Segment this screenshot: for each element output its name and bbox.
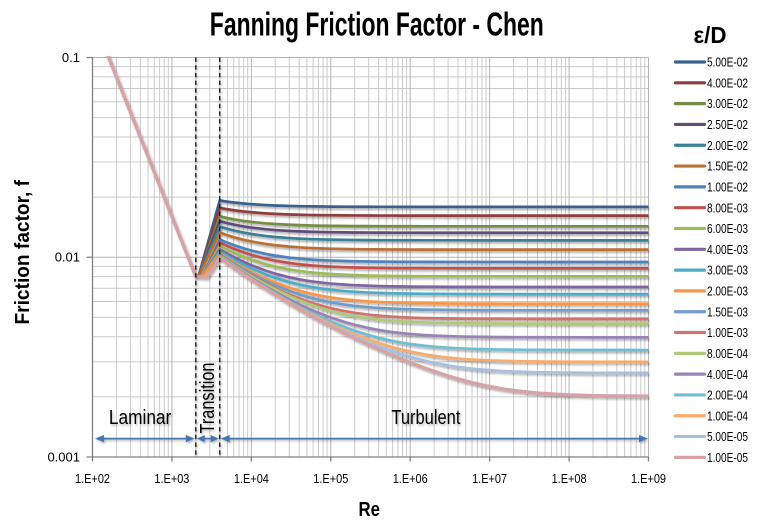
svg-text:1.E+03: 1.E+03 [154, 471, 189, 486]
svg-text:1.00E-05: 1.00E-05 [707, 450, 748, 465]
svg-text:5.00E-02: 5.00E-02 [707, 55, 748, 70]
svg-text:0.001: 0.001 [47, 449, 80, 464]
svg-text:1.E+07: 1.E+07 [472, 471, 507, 486]
svg-text:2.00E-04: 2.00E-04 [707, 388, 748, 403]
svg-text:Turbulent: Turbulent [391, 407, 460, 429]
svg-text:1.E+02: 1.E+02 [75, 471, 110, 486]
svg-text:1.50E-02: 1.50E-02 [707, 159, 748, 174]
svg-text:0.1: 0.1 [62, 50, 80, 65]
svg-text:ε/D: ε/D [694, 22, 727, 48]
svg-text:4.00E-02: 4.00E-02 [707, 75, 748, 90]
svg-text:6.00E-03: 6.00E-03 [707, 221, 748, 236]
svg-text:2.50E-02: 2.50E-02 [707, 117, 748, 132]
svg-text:Fanning Friction Factor - Chen: Fanning Friction Factor - Chen [210, 5, 544, 42]
svg-text:1.00E-02: 1.00E-02 [707, 179, 748, 194]
svg-text:1.00E-03: 1.00E-03 [707, 325, 748, 340]
svg-text:Transition: Transition [197, 363, 219, 434]
svg-text:Laminar: Laminar [109, 407, 172, 429]
svg-text:1.E+06: 1.E+06 [393, 471, 428, 486]
svg-text:1.E+05: 1.E+05 [313, 471, 348, 486]
svg-text:2.00E-03: 2.00E-03 [707, 284, 748, 299]
svg-text:1.E+09: 1.E+09 [631, 471, 666, 486]
svg-text:Re: Re [358, 499, 380, 521]
svg-text:5.00E-05: 5.00E-05 [707, 429, 748, 444]
svg-text:2.00E-02: 2.00E-02 [707, 138, 748, 153]
svg-text:4.00E-04: 4.00E-04 [707, 367, 748, 382]
svg-text:1.E+08: 1.E+08 [552, 471, 587, 486]
svg-text:4.00E-03: 4.00E-03 [707, 242, 748, 257]
svg-text:1.E+04: 1.E+04 [234, 471, 269, 486]
svg-text:8.00E-04: 8.00E-04 [707, 346, 748, 361]
svg-text:3.00E-03: 3.00E-03 [707, 263, 748, 278]
svg-text:1.00E-04: 1.00E-04 [707, 408, 748, 423]
svg-text:Friction factor, f: Friction factor, f [12, 180, 34, 325]
svg-text:3.00E-02: 3.00E-02 [707, 96, 748, 111]
svg-text:8.00E-03: 8.00E-03 [707, 200, 748, 215]
svg-text:0.01: 0.01 [55, 250, 80, 265]
svg-text:1.50E-03: 1.50E-03 [707, 304, 748, 319]
